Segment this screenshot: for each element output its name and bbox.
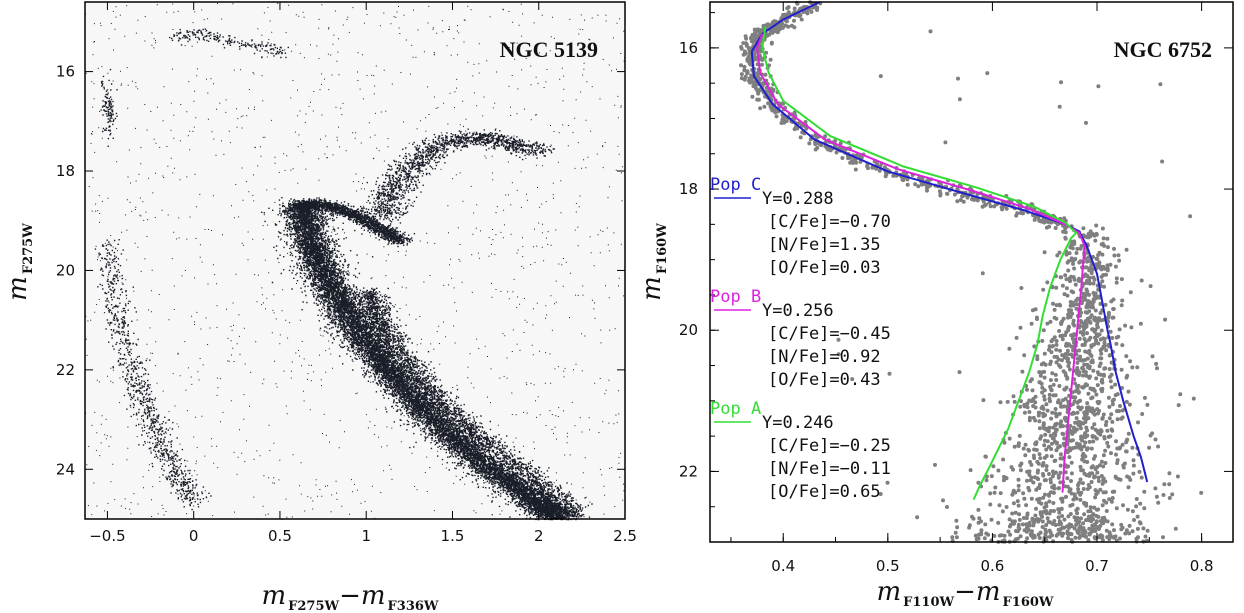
right-isochrone-lines: [750, 1, 1149, 501]
right-x-axis-title: m F110W−m F160W: [876, 577, 1053, 610]
right-xlabel-m1: m: [876, 577, 901, 607]
right-y-tick-label: 20: [679, 321, 698, 339]
annotation-pop-b: Pop BY=0.256 [C/Fe]=−0.45 [N/Fe]=0.92 [O/Fe…: [710, 287, 891, 390]
annotation-line: Y=0.246: [762, 413, 834, 433]
annotation-line: Y=0.288: [762, 189, 834, 209]
left-y-axis-title: m F275W: [3, 223, 36, 301]
left-x-axis-title: m F275W−m F336W: [261, 581, 438, 613]
right-xlabel-sub1: F110W: [903, 595, 954, 610]
right-ylabel-m: m: [637, 276, 667, 301]
left-y-tick-label: 24: [56, 460, 75, 478]
right-plot-frame: [709, 1, 1234, 543]
right-axis-ticks: 0.4 0.5 0.6 0.7 0.8 16 18 20 22: [679, 2, 1233, 575]
right-y-tick-label: 22: [679, 462, 698, 480]
left-x-tick-label: 2.5: [613, 527, 637, 545]
right-xlabel-m2: m: [976, 577, 1001, 607]
left-plot-frame: [84, 1, 626, 520]
left-x-tick-label: 0.5: [268, 527, 292, 545]
right-population-annotations: Pop CY=0.288 [C/Fe]=−0.70 [N/Fe]=1.35 [O/Fe…: [710, 175, 891, 502]
left-x-tick-label: 1: [361, 527, 371, 545]
annotation-line: [C/Fe]=−0.70: [768, 212, 891, 232]
left-xlabel-m2: m: [361, 581, 386, 611]
left-x-tick-label: 1.5: [441, 527, 465, 545]
right-ylabel-sub: F160W: [655, 223, 670, 274]
svg-text:mF275W: m F275W: [3, 223, 36, 301]
right-star-points: [739, 0, 1204, 544]
left-star-points: [85, 2, 626, 521]
right-y-tick-label: 18: [679, 180, 698, 198]
right-panel-title: NGC 6752: [1114, 37, 1212, 62]
right-x-tick-label: 0.6: [980, 557, 1004, 575]
right-xlabel-minus: −: [954, 577, 976, 607]
left-y-tick-label: 18: [56, 162, 75, 180]
left-x-tick-label: 2: [534, 527, 544, 545]
left-panel-title: NGC 5139: [500, 37, 598, 62]
left-xlabel-sub1: F275W: [288, 599, 339, 613]
annotation-line: [O/Fe]=0.03: [768, 258, 881, 278]
right-plot-background: [710, 2, 1233, 542]
annotation-line: [N/Fe]=0.92: [768, 347, 881, 367]
annotation-line: [O/Fe]=0.43: [768, 370, 881, 390]
annotation-line: [C/Fe]=−0.25: [768, 436, 891, 456]
annotation-line: [N/Fe]=1.35: [768, 235, 881, 255]
right-scatter-points: [739, 0, 1204, 544]
left-y-tick-label: 16: [56, 63, 75, 81]
annotation-pop-c: Pop CY=0.288 [C/Fe]=−0.70 [N/Fe]=1.35 [O/Fe…: [710, 175, 891, 278]
annotation-label: Pop A: [710, 399, 761, 419]
annotation-line: [O/Fe]=0.65: [768, 482, 881, 502]
right-y-axis-title: m F160W: [637, 223, 670, 301]
left-y-tick-label: 20: [56, 261, 75, 279]
left-xlabel-m1: m: [261, 581, 286, 611]
left-xlabel-minus: −: [339, 581, 361, 611]
left-ylabel-m: m: [3, 276, 33, 301]
left-ylabel-sub: F275W: [21, 223, 36, 274]
right-x-tick-label: 0.4: [771, 557, 795, 575]
left-plot-background: [85, 2, 625, 519]
left-scatter-points: [85, 2, 626, 521]
annotation-label: Pop B: [710, 287, 761, 307]
left-xlabel-sub2: F336W: [388, 599, 439, 613]
right-x-tick-label: 0.5: [876, 557, 900, 575]
left-y-tick-label: 22: [56, 361, 75, 379]
right-y-tick-label: 16: [679, 39, 698, 57]
left-axis-ticks: −0.5 0 0.5 1 1.5 2 2.5 16 18 20 22 24: [56, 2, 637, 545]
left-x-tick-label: −0.5: [89, 527, 125, 545]
annotation-line: [N/Fe]=−0.11: [768, 459, 891, 479]
right-xlabel-sub2: F160W: [1003, 595, 1054, 610]
isochrone-pop-b: [756, 33, 1086, 493]
annotation-label: Pop C: [710, 175, 761, 195]
isochrone-pop-a: [761, 26, 1078, 501]
annotation-line: Y=0.256: [762, 301, 834, 321]
right-x-tick-label: 0.7: [1085, 557, 1109, 575]
svg-text:mF160W: m F160W: [637, 223, 670, 301]
right-x-tick-label: 0.8: [1190, 557, 1214, 575]
left-x-tick-label: 0: [189, 527, 199, 545]
annotation-pop-a: Pop AY=0.246 [C/Fe]=−0.25 [N/Fe]=−0.11 [O/F…: [710, 399, 891, 502]
annotation-line: [C/Fe]=−0.45: [768, 324, 891, 344]
